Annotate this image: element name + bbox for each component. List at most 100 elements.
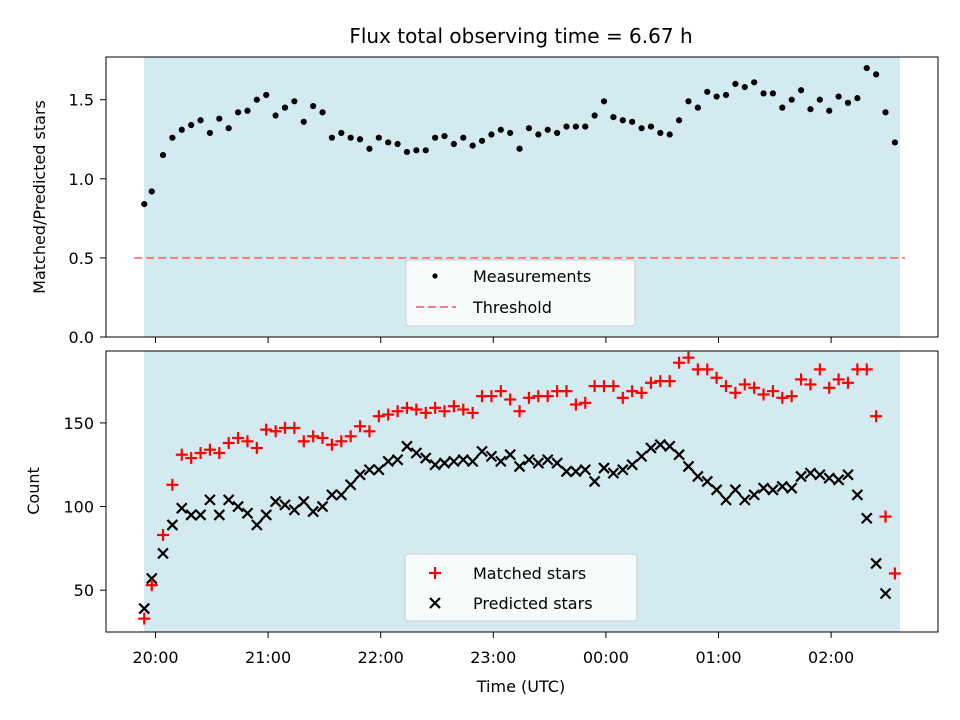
measurement-point bbox=[319, 109, 326, 116]
matched-stars-points bbox=[138, 351, 901, 625]
predicted-star-point bbox=[251, 519, 263, 531]
matched-star-point bbox=[297, 435, 310, 448]
measurement-point bbox=[253, 96, 260, 103]
measurement-point bbox=[525, 125, 533, 132]
legend-matched-marker bbox=[429, 567, 441, 579]
predicted-star-point bbox=[297, 495, 310, 508]
predicted-star-point bbox=[222, 494, 235, 506]
measurement-point bbox=[629, 118, 636, 125]
predicted-star-point bbox=[654, 438, 667, 451]
predicted-star-point bbox=[588, 475, 601, 488]
predicted-star-point bbox=[354, 468, 366, 481]
predicted-star-point bbox=[710, 484, 723, 496]
matched-star-point bbox=[813, 363, 826, 376]
measurement-point bbox=[178, 126, 185, 133]
predicted-star-point bbox=[757, 482, 770, 494]
matched-star-point bbox=[513, 405, 526, 418]
legend-predicted-marker bbox=[429, 597, 441, 609]
predicted-star-point bbox=[326, 489, 338, 501]
predicted-star-point bbox=[279, 499, 291, 511]
matched-star-point bbox=[260, 423, 273, 436]
predicted-star-point bbox=[560, 465, 573, 478]
matched-star-point bbox=[372, 410, 385, 423]
matched-star-point bbox=[175, 448, 188, 461]
predicted-stars-points bbox=[138, 438, 892, 615]
predicted-star-point bbox=[738, 494, 751, 506]
measurement-point bbox=[281, 104, 289, 111]
matched-star-point bbox=[166, 478, 179, 491]
measurement-point bbox=[591, 112, 598, 119]
measurement-point bbox=[507, 129, 514, 137]
predicted-star-point bbox=[401, 440, 413, 453]
predicted-star-point bbox=[232, 500, 244, 513]
matched-star-point bbox=[635, 386, 648, 399]
matched-star-point bbox=[325, 438, 338, 451]
matched-star-point bbox=[644, 376, 657, 389]
x-tick-label: 21:00 bbox=[245, 648, 291, 667]
x-tick-label: 00:00 bbox=[583, 648, 629, 667]
measurement-point bbox=[159, 151, 167, 159]
measurement-point bbox=[347, 134, 354, 141]
measurement-point bbox=[788, 96, 795, 103]
predicted-star-point bbox=[663, 440, 676, 453]
matched-star-point bbox=[785, 390, 798, 403]
legend-predicted-label: Predicted stars bbox=[473, 594, 593, 613]
measurement-point bbox=[366, 145, 373, 152]
measurement-point bbox=[647, 123, 655, 130]
matched-star-point bbox=[720, 380, 733, 393]
measurement-point bbox=[582, 123, 589, 130]
matched-star-point bbox=[663, 375, 676, 388]
top-y-axis-ticks: 0.0 0.5 1.0 1.5 bbox=[69, 91, 106, 347]
measurement-point bbox=[244, 107, 251, 114]
predicted-star-point bbox=[551, 457, 563, 469]
predicted-star-point bbox=[523, 453, 535, 466]
measurement-point bbox=[544, 126, 551, 133]
matched-star-point bbox=[729, 386, 742, 399]
matched-star-point bbox=[344, 430, 357, 443]
x-tick-label: 20:00 bbox=[132, 648, 178, 667]
measurement-point bbox=[478, 137, 486, 144]
bottom-y-axis-label: Count bbox=[24, 467, 43, 515]
measurement-point bbox=[356, 136, 364, 143]
measurement-point bbox=[779, 104, 786, 111]
measurement-point bbox=[873, 71, 880, 78]
measurement-point bbox=[535, 131, 542, 138]
top-legend-box bbox=[405, 259, 636, 327]
measurement-point bbox=[497, 126, 504, 133]
matched-star-point bbox=[748, 381, 761, 394]
matched-star-point bbox=[682, 351, 695, 364]
matched-star-point bbox=[194, 447, 207, 460]
matched-star-point bbox=[776, 391, 789, 404]
predicted-star-point bbox=[504, 448, 516, 461]
measurement-point bbox=[863, 64, 870, 72]
predicted-star-point bbox=[476, 445, 488, 458]
predicted-star-point bbox=[391, 453, 404, 466]
predicted-star-point bbox=[701, 475, 714, 488]
measurement-point bbox=[760, 90, 767, 97]
predicted-star-point bbox=[194, 509, 207, 521]
measurement-point bbox=[516, 145, 523, 152]
predicted-star-point bbox=[260, 509, 273, 521]
measurement-point bbox=[826, 107, 833, 114]
predicted-star-point bbox=[185, 509, 197, 521]
measurement-point bbox=[169, 134, 176, 141]
matched-star-point bbox=[232, 431, 245, 444]
matched-star-point bbox=[363, 425, 376, 438]
measurement-point bbox=[741, 83, 748, 91]
measurement-point bbox=[891, 139, 899, 146]
legend-measurements-label: Measurements bbox=[473, 267, 591, 286]
predicted-star-point bbox=[410, 447, 423, 459]
measurement-point bbox=[328, 134, 336, 141]
matched-star-point bbox=[429, 401, 442, 414]
matched-star-point bbox=[241, 435, 254, 448]
measurement-point bbox=[291, 98, 298, 105]
measurements-points bbox=[141, 64, 899, 208]
matched-star-point bbox=[560, 385, 573, 398]
matched-star-point bbox=[607, 380, 620, 393]
measurement-point bbox=[385, 139, 392, 146]
measurement-point bbox=[769, 90, 777, 97]
matched-star-point bbox=[203, 443, 216, 456]
bottom-legend: Matched stars Predicted stars bbox=[404, 553, 638, 622]
matched-star-point bbox=[504, 393, 517, 406]
measurement-point bbox=[432, 134, 439, 141]
